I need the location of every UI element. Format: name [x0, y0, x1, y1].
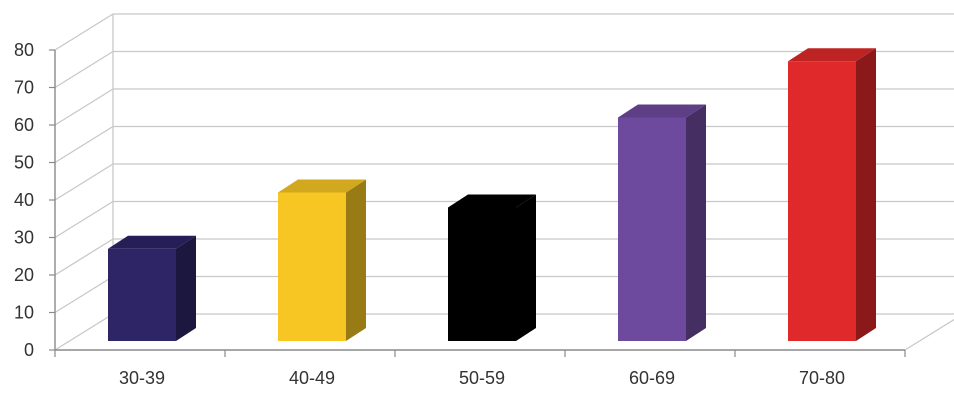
y-tick-label: 10 — [14, 303, 34, 323]
gridline — [54, 13, 954, 51]
bars — [108, 48, 876, 341]
x-tick-labels: 30-39 40-49 50-59 60-69 70-80 — [119, 368, 845, 388]
bar-side-face — [346, 179, 366, 341]
y-tick-label: 40 — [14, 190, 34, 210]
bar-70-80 — [788, 48, 876, 341]
x-tick-label: 60-69 — [629, 368, 675, 388]
bar-60-69 — [618, 104, 706, 341]
y-tick-label: 0 — [24, 340, 34, 360]
y-tick-label: 30 — [14, 228, 34, 248]
bar-40-49 — [278, 179, 366, 341]
y-tick-label: 60 — [14, 115, 34, 135]
bar-side-face — [686, 104, 706, 341]
bar-50-59 — [448, 194, 536, 341]
y-tick-label: 70 — [14, 78, 34, 98]
bar-top-face — [448, 194, 536, 208]
x-tick-label: 50-59 — [459, 368, 505, 388]
floor-edge — [904, 318, 954, 351]
bar-side-face — [856, 48, 876, 341]
bar-top-face — [108, 235, 196, 249]
x-tick-label: 70-80 — [799, 368, 845, 388]
axes — [49, 49, 906, 357]
bar-front-face — [788, 61, 856, 341]
bar-side-face — [516, 194, 536, 341]
y-tick-label: 20 — [14, 265, 34, 285]
bar-front-face — [108, 248, 176, 341]
bar-front-face — [278, 192, 346, 341]
bar-30-39 — [108, 235, 196, 341]
bar-top-face — [618, 104, 706, 118]
gridlines — [54, 13, 954, 351]
y-tick-label: 50 — [14, 153, 34, 173]
bar-front-face — [618, 117, 686, 341]
bar-top-face — [278, 179, 366, 193]
y-tick-labels: 0 10 20 30 40 50 60 70 80 — [14, 40, 34, 360]
x-tick-label: 40-49 — [289, 368, 335, 388]
bar-front-face — [448, 207, 516, 341]
x-tick-label: 30-39 — [119, 368, 165, 388]
y-tick-label: 80 — [14, 40, 34, 60]
bar-top-face — [788, 48, 876, 62]
bar-side-face — [176, 235, 196, 341]
